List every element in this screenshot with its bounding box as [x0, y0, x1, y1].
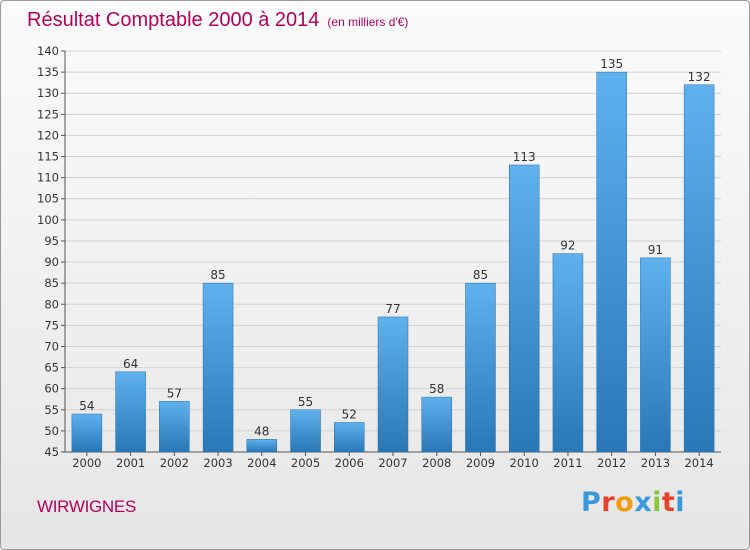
- y-tick-label: 75: [44, 318, 59, 332]
- x-tick-label-2001: 2001: [116, 456, 145, 470]
- y-tick-label: 110: [37, 171, 59, 185]
- chart-title: Résultat Comptable 2000 à 2014: [27, 9, 320, 31]
- y-tick-label: 85: [44, 276, 59, 290]
- x-tick-label-2009: 2009: [466, 456, 495, 470]
- y-tick-label: 95: [44, 234, 59, 248]
- logo-letter: t: [661, 487, 676, 518]
- x-tick-label-2002: 2002: [160, 456, 189, 470]
- y-tick-label: 55: [44, 403, 59, 417]
- y-tick-label: 130: [37, 86, 59, 100]
- bar-2006: [334, 422, 365, 453]
- proxiti-logo: Proxiti: [581, 487, 685, 518]
- bar-2013: [640, 257, 671, 453]
- bar-2014: [683, 84, 715, 453]
- data-label-2003: 85: [210, 268, 225, 282]
- bar-2008: [421, 396, 452, 453]
- bar-2004: [246, 439, 278, 453]
- data-label-2000: 54: [79, 399, 94, 413]
- y-tick-label: 100: [37, 213, 59, 227]
- bar-2012: [596, 71, 627, 453]
- data-label-2006: 52: [342, 407, 357, 421]
- x-tick-label-2011: 2011: [553, 456, 582, 470]
- logo-letter: i: [675, 487, 686, 518]
- x-tick-label-2010: 2010: [510, 456, 539, 470]
- x-tick-label-2000: 2000: [72, 456, 101, 470]
- x-tick-label-2005: 2005: [291, 456, 320, 470]
- x-tick-label-2014: 2014: [684, 456, 713, 470]
- y-tick-label: 105: [37, 192, 59, 206]
- bar-2005: [290, 409, 321, 453]
- town-name: WIRWIGNES: [37, 497, 136, 516]
- bar-2002: [159, 401, 190, 453]
- y-tick-label: 65: [44, 361, 59, 375]
- x-tick-label-2004: 2004: [247, 456, 276, 470]
- y-tick-label: 120: [37, 128, 59, 142]
- x-tick-label-2007: 2007: [378, 456, 407, 470]
- data-label-2002: 57: [167, 386, 182, 400]
- logo-letter: o: [615, 487, 635, 518]
- data-label-2014: 132: [688, 70, 711, 84]
- y-tick-label: 60: [44, 382, 59, 396]
- bar-2001: [115, 371, 146, 453]
- data-label-2012: 135: [600, 57, 623, 71]
- x-tick-label-2003: 2003: [203, 456, 232, 470]
- y-tick-label: 80: [44, 297, 59, 311]
- data-label-2013: 91: [648, 243, 663, 257]
- y-tick-label: 70: [44, 339, 59, 353]
- data-label-2001: 64: [123, 357, 138, 371]
- y-tick-label: 115: [37, 150, 59, 164]
- bar-2000: [71, 413, 103, 453]
- chart-subtitle: (en milliers d'€): [327, 15, 409, 29]
- x-tick-label-2012: 2012: [597, 456, 626, 470]
- logo-letter: P: [581, 487, 602, 518]
- data-label-2011: 92: [560, 239, 575, 253]
- data-label-2009: 85: [473, 268, 488, 282]
- x-tick-label-2008: 2008: [422, 456, 451, 470]
- bar-2003: [202, 282, 234, 453]
- x-tick-label-2006: 2006: [335, 456, 364, 470]
- bar-2009: [465, 282, 496, 453]
- x-tick-label-2013: 2013: [641, 456, 670, 470]
- data-label-2005: 55: [298, 395, 313, 409]
- y-tick-label: 135: [37, 65, 59, 79]
- data-label-2004: 48: [254, 424, 269, 438]
- bar-2011: [552, 253, 584, 453]
- bar-2010: [508, 164, 540, 453]
- data-label-2007: 77: [385, 302, 400, 316]
- bar-2007: [377, 316, 409, 453]
- y-tick-label: 90: [44, 255, 59, 269]
- chart-title-block: Résultat Comptable 2000 à 2014 (en millie…: [27, 9, 408, 32]
- logo-letter: r: [601, 487, 616, 518]
- y-tick-label: 50: [44, 424, 59, 438]
- data-label-2010: 113: [513, 150, 536, 164]
- y-tick-label: 45: [44, 445, 59, 459]
- logo-letter: i: [652, 487, 662, 518]
- y-tick-label: 140: [37, 44, 59, 58]
- data-label-2008: 58: [429, 382, 444, 396]
- y-tick-label: 125: [37, 107, 59, 121]
- logo-letter: x: [634, 487, 653, 518]
